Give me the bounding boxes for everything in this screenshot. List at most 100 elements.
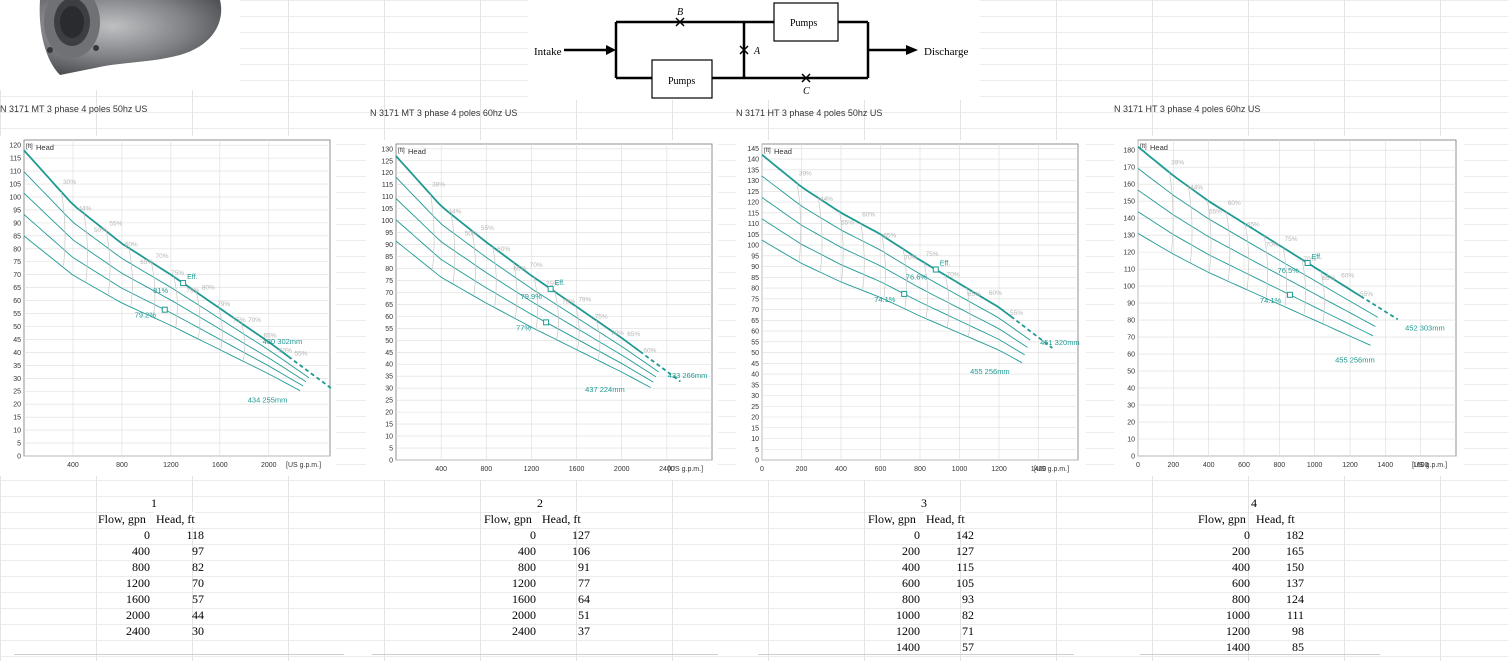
y-tick-label: 20 bbox=[751, 415, 759, 422]
efficiency-point-label: 79.2% bbox=[135, 311, 157, 320]
flow-cell: 0 bbox=[144, 528, 150, 542]
efficiency-contour-label: 79% bbox=[578, 297, 591, 304]
table-header-head: Head, ft bbox=[1254, 512, 1295, 527]
plot-frame bbox=[395, 143, 713, 461]
y-tick-label: 65 bbox=[751, 318, 759, 325]
efficiency-contour bbox=[1301, 259, 1306, 315]
efficiency-point-label: 74.1% bbox=[874, 295, 896, 304]
y-tick-label: 10 bbox=[1127, 437, 1135, 444]
y-tick-label: 25 bbox=[13, 389, 21, 396]
y-tick-label: 55 bbox=[751, 339, 759, 346]
head-cell: 165 bbox=[1286, 544, 1304, 558]
table-header-head: Head, ft bbox=[154, 512, 195, 527]
chart-3-panel: 0 5 10 15 20 25 30 35 40 45 50 55 60 65 70 75 80 85 90 95 10… bbox=[736, 140, 1086, 480]
table-number: 2 bbox=[537, 496, 543, 510]
table-row: 1600 57 bbox=[98, 592, 218, 608]
head-curve bbox=[761, 239, 1023, 364]
y-tick-label: 80 bbox=[1127, 318, 1135, 325]
efficiency-point-label: 79.9% bbox=[521, 292, 543, 301]
table-row: 600 137 bbox=[1198, 576, 1318, 592]
efficiency-contour-label: 75% bbox=[1284, 236, 1297, 243]
efficiency-contour bbox=[1207, 200, 1212, 272]
y-tick-label: 55 bbox=[385, 326, 393, 333]
head-cell: 124 bbox=[1286, 592, 1304, 606]
data-table-3: 3 Flow, gpn Head, ft 0 142 200 127 400 115 600 105… bbox=[868, 496, 998, 656]
efficiency-contour bbox=[218, 307, 223, 350]
pumps-bottom-label: Pumps bbox=[668, 76, 695, 87]
efficiency-contour-label: 75% bbox=[595, 314, 608, 321]
y-tick-label: 70 bbox=[751, 307, 759, 314]
x-tick-label: 2000 bbox=[261, 462, 277, 469]
table-row: 400 106 bbox=[484, 544, 604, 560]
y-tick-label: 115 bbox=[10, 156, 21, 163]
impeller-label: 433 266mm bbox=[668, 371, 708, 380]
y-tick-label: 120 bbox=[747, 200, 759, 207]
head-cell: 118 bbox=[186, 528, 204, 542]
y-tick-label: 130 bbox=[747, 178, 759, 185]
y-tick-label: 40 bbox=[1127, 386, 1135, 393]
efficiency-contour-label: 65% bbox=[513, 266, 526, 273]
y-tick-label: 60 bbox=[751, 329, 759, 336]
y-tick-label: 50 bbox=[13, 324, 21, 331]
table-header-head: Head, ft bbox=[540, 512, 581, 527]
x-tick-label: 1200 bbox=[1342, 462, 1358, 469]
table-row: 400 97 bbox=[98, 544, 218, 560]
table-row: 1400 85 bbox=[1198, 640, 1318, 656]
pump-photo-area bbox=[0, 0, 240, 90]
y-tick-label: 75 bbox=[385, 278, 393, 285]
y-tick-label: 80 bbox=[751, 286, 759, 293]
efficiency-contour-label: 38% bbox=[432, 182, 445, 189]
table-header-flow: Flow, gpn bbox=[1198, 512, 1246, 526]
head-cell: 44 bbox=[192, 608, 204, 622]
flow-cell: 1400 bbox=[1226, 640, 1250, 654]
efficiency-contour-label: 70% bbox=[1266, 242, 1279, 249]
y-tick-label: 120 bbox=[381, 170, 393, 177]
efficiency-contour-label: 70% bbox=[947, 272, 960, 279]
efficiency-contour-label: 39% bbox=[799, 171, 812, 178]
y-tick-label: 85 bbox=[751, 275, 759, 282]
efficiency-contour-label: 65% bbox=[968, 291, 981, 298]
efficiency-contour bbox=[796, 183, 802, 261]
head-cell: 91 bbox=[578, 560, 590, 574]
y-tick-label: 170 bbox=[1123, 165, 1135, 172]
x-tick-label: 800 bbox=[1273, 462, 1285, 469]
chart-2-title: N 3171 MT 3 phase 4 poles 60hz US bbox=[370, 108, 518, 118]
table-row: 800 91 bbox=[484, 560, 604, 576]
y-tick-label: 140 bbox=[1123, 216, 1135, 223]
best-efficiency-point bbox=[180, 280, 187, 287]
table-row: 800 82 bbox=[98, 560, 218, 576]
y-unit-label: [ft] bbox=[764, 148, 771, 154]
head-label: Head bbox=[408, 147, 426, 156]
efficiency-contour-label: 75% bbox=[171, 270, 184, 277]
efficiency-contour-label: 78% bbox=[562, 298, 575, 305]
flow-cell: 2000 bbox=[512, 608, 536, 622]
y-tick-label: 40 bbox=[13, 350, 21, 357]
head-curve bbox=[395, 240, 651, 388]
efficiency-contour-label: 44% bbox=[1190, 185, 1203, 192]
efficiency-contour-label: 44% bbox=[448, 208, 461, 215]
flow-cell: 1600 bbox=[512, 592, 536, 606]
efficiency-contour-label: 79% bbox=[217, 301, 230, 308]
table-row: 800 124 bbox=[1198, 592, 1318, 608]
x-tick-label: 400 bbox=[835, 466, 847, 473]
table-row: 200 127 bbox=[868, 544, 988, 560]
efficiency-contour bbox=[151, 262, 156, 317]
y-tick-label: 15 bbox=[13, 415, 21, 422]
y-tick-label: 105 bbox=[9, 182, 21, 189]
efficiency-contour-label: 65% bbox=[264, 332, 277, 339]
efficiency-contour bbox=[128, 247, 133, 307]
head-curve bbox=[23, 192, 307, 383]
efficiency-contour-label: 60% bbox=[497, 246, 510, 253]
best-efficiency-point bbox=[547, 285, 554, 292]
table-row: 800 93 bbox=[868, 592, 988, 608]
y-tick-label: 75 bbox=[751, 296, 759, 303]
y-tick-label: 35 bbox=[13, 363, 21, 370]
efficiency-contour-label: 65% bbox=[140, 259, 153, 266]
impeller-label: 451 320mm bbox=[1040, 338, 1080, 347]
impeller-label: 437 224mm bbox=[585, 385, 625, 394]
efficiency-contour-label: 60% bbox=[643, 348, 656, 355]
table-number: 4 bbox=[1251, 496, 1257, 510]
flow-cell: 1200 bbox=[512, 576, 536, 590]
flow-cell: 1200 bbox=[1226, 624, 1250, 638]
valve-b-label: B bbox=[677, 7, 683, 18]
